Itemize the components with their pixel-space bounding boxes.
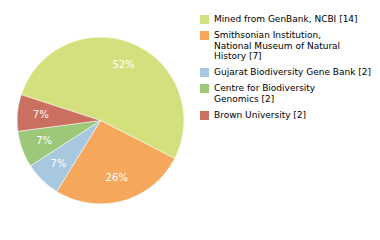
svg-text:7%: 7% xyxy=(33,109,49,120)
svg-text:7%: 7% xyxy=(51,158,67,169)
html-text:Smithsonian Institution, Natio: Smithsonian Institution, National Museum… xyxy=(214,29,341,62)
svg-text:26%: 26% xyxy=(106,172,128,183)
svg-text:52%: 52% xyxy=(112,59,134,70)
html-text:Mined from GenBank, NCBI [14]: Mined from GenBank, NCBI [14] xyxy=(214,14,358,24)
svg-text:7%: 7% xyxy=(36,135,52,146)
html-text:Centre for Biodiversity Genomi: Centre for Biodiversity Genomics [2] xyxy=(214,83,316,104)
html-text:Gujarat Biodiversity Gene Bank: Gujarat Biodiversity Gene Bank [2] xyxy=(214,67,371,78)
html-text:Brown University [2]: Brown University [2] xyxy=(214,109,307,120)
